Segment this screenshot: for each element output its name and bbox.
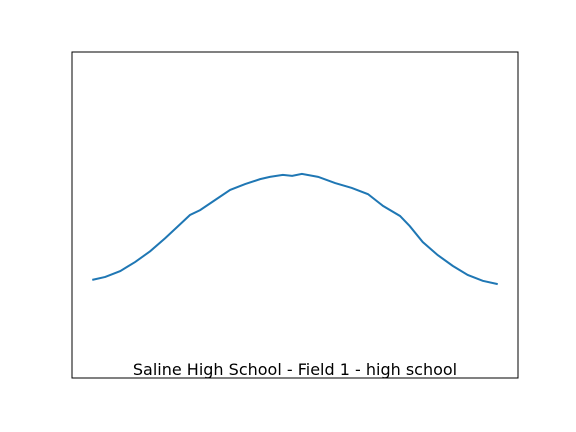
line-series	[92, 172, 498, 286]
axes-frame	[71, 51, 519, 379]
chart-title: Saline High School - Field 1 - high scho…	[133, 360, 457, 379]
